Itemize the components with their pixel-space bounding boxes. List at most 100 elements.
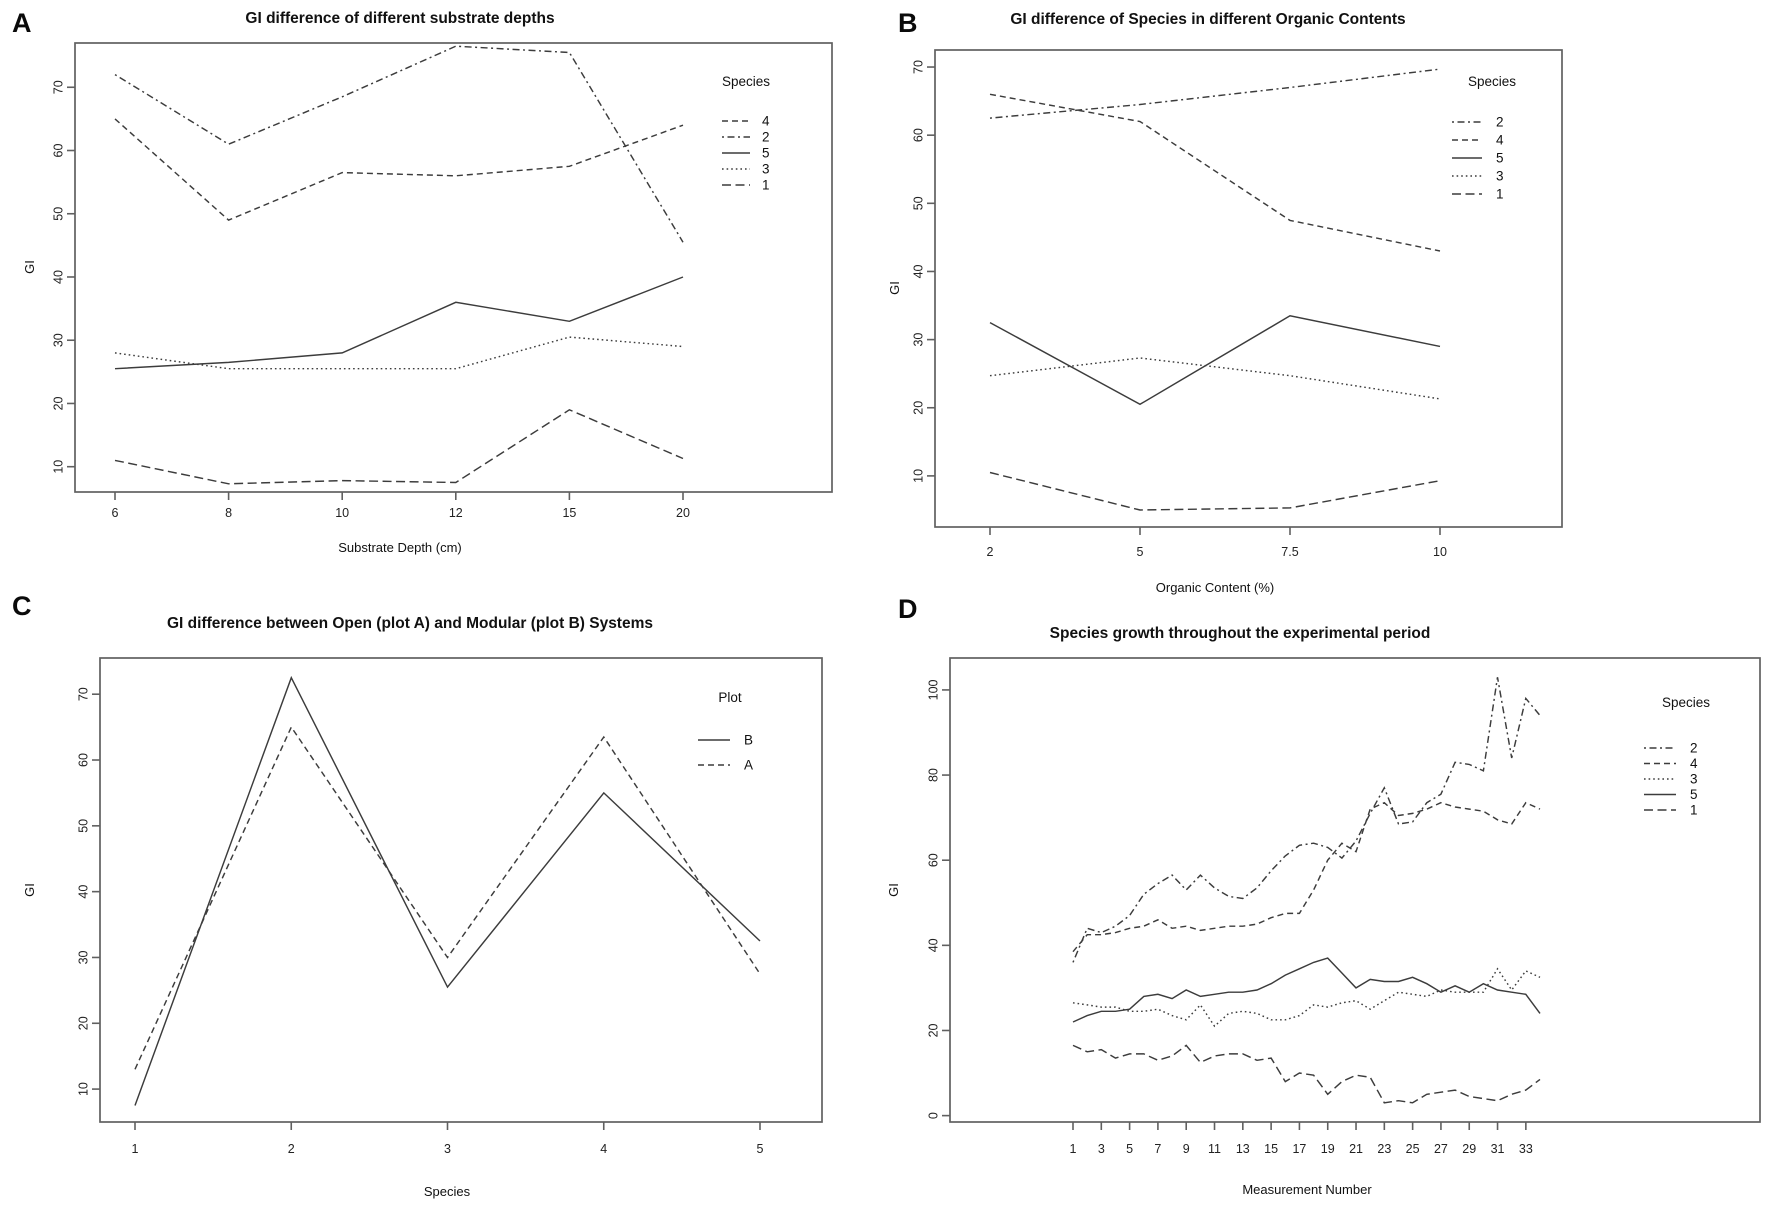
- x-tick-label: 9: [1183, 1142, 1190, 1156]
- series-line-3: [989, 357, 1441, 400]
- x-tick-label: 11: [1208, 1142, 1221, 1156]
- x-tick-label: 4: [600, 1142, 607, 1156]
- plot-box: [949, 657, 1761, 1123]
- y-tick-label: 60: [926, 853, 940, 867]
- y-tick-label: 100: [926, 679, 940, 700]
- panel-label-d: D: [898, 594, 918, 624]
- series-line-B: [134, 675, 761, 1106]
- series-line-5: [989, 315, 1441, 406]
- x-axis-label: Organic Content (%): [1156, 580, 1275, 595]
- legend-label-1: 1: [762, 178, 770, 193]
- series-line-5: [114, 276, 684, 370]
- y-tick-label: 30: [51, 333, 65, 347]
- x-axis: 2 5 7.5 10: [987, 527, 1447, 559]
- x-tick-label: 29: [1462, 1142, 1476, 1156]
- x-tick-label: 33: [1519, 1142, 1533, 1156]
- plot-box: [934, 49, 1563, 528]
- panel-label-b: B: [898, 8, 918, 38]
- y-tick-label: 30: [76, 950, 90, 964]
- x-tick-label: 12: [449, 506, 463, 520]
- x-tick-label: 15: [1264, 1142, 1278, 1156]
- legend-label-1: 1: [1690, 803, 1698, 818]
- legend-title: Plot: [718, 690, 742, 705]
- series-line-A: [134, 725, 761, 1070]
- y-tick-label: 20: [926, 1023, 940, 1037]
- legend-label-4: 4: [762, 114, 770, 129]
- series-line-1: [1072, 1044, 1541, 1104]
- plot-box: [74, 42, 833, 493]
- x-tick-label: 3: [444, 1142, 451, 1156]
- legend-label-5: 5: [1690, 787, 1698, 802]
- chart-title: GI difference of different substrate dep…: [245, 10, 554, 27]
- legend-title: Species: [722, 74, 770, 89]
- x-tick-label: 17: [1292, 1142, 1306, 1156]
- legend-label-A: A: [744, 758, 753, 773]
- legend-label-3: 3: [1690, 772, 1698, 787]
- series-line-3: [1072, 967, 1541, 1028]
- y-tick-label: 60: [911, 128, 925, 142]
- x-tick-label: 5: [757, 1142, 764, 1156]
- y-tick-label: 40: [926, 938, 940, 952]
- panel-a: GI difference of different substrate dep…: [22, 10, 833, 555]
- x-tick-label: 2: [987, 545, 994, 559]
- series-line-2: [1072, 677, 1541, 963]
- legend-label-2: 2: [1690, 741, 1698, 756]
- y-tick-label: 50: [51, 207, 65, 221]
- y-axis: 10 20 30 40 50 60 70: [51, 80, 75, 474]
- legend-label-4: 4: [1690, 756, 1698, 771]
- x-tick-label: 8: [225, 506, 232, 520]
- x-tick-label: 2: [288, 1142, 295, 1156]
- x-axis-label: Substrate Depth (cm): [338, 540, 462, 555]
- x-tick-label: 1: [132, 1142, 139, 1156]
- y-tick-label: 60: [76, 753, 90, 767]
- legend: Plot BA: [698, 690, 753, 773]
- series-line-1: [114, 408, 684, 485]
- x-axis: 1 3 5 7 9 11 13 15 17 19 21 23 25 27 29 31 33: [1070, 1122, 1533, 1156]
- x-tick-label: 6: [112, 506, 119, 520]
- y-axis: 10 20 30 40 50 60 70: [76, 687, 100, 1096]
- series-line-4: [989, 93, 1441, 252]
- legend-title: Species: [1662, 695, 1710, 710]
- legend-label-5: 5: [1496, 151, 1504, 166]
- legend-label-2: 2: [762, 130, 770, 145]
- series-line-5: [1072, 957, 1541, 1023]
- y-axis-label: GI: [22, 260, 37, 274]
- x-tick-label: 3: [1098, 1142, 1105, 1156]
- x-tick-label: 19: [1321, 1142, 1335, 1156]
- y-tick-label: 40: [76, 885, 90, 899]
- legend-label-5: 5: [762, 146, 770, 161]
- x-tick-label: 23: [1377, 1142, 1391, 1156]
- x-tick-label: 25: [1406, 1142, 1420, 1156]
- x-tick-label: 21: [1349, 1142, 1363, 1156]
- y-tick-label: 10: [76, 1082, 90, 1096]
- y-tick-label: 70: [911, 60, 925, 74]
- x-tick-label: 5: [1126, 1142, 1133, 1156]
- y-tick-label: 40: [51, 270, 65, 284]
- legend-label-3: 3: [762, 162, 770, 177]
- legend-label-1: 1: [1496, 187, 1504, 202]
- series-line-4: [114, 118, 684, 221]
- series-line-4: [1072, 801, 1541, 953]
- y-tick-label: 40: [911, 264, 925, 278]
- x-axis-label: Species: [424, 1184, 471, 1199]
- y-tick-label: 70: [51, 80, 65, 94]
- y-tick-label: 30: [911, 333, 925, 347]
- legend-label-B: B: [744, 733, 753, 748]
- y-tick-label: 20: [911, 401, 925, 415]
- y-tick-label: 20: [51, 396, 65, 410]
- series-line-1: [989, 471, 1441, 511]
- x-tick-label: 5: [1137, 545, 1144, 559]
- y-tick-label: 10: [911, 469, 925, 483]
- y-axis: 0 20 40 60 80 100: [926, 679, 950, 1119]
- y-tick-label: 80: [926, 768, 940, 782]
- panel-b: GI difference of Species in different Or…: [887, 11, 1563, 595]
- legend-label-3: 3: [1496, 169, 1504, 184]
- x-tick-label: 7.5: [1281, 545, 1298, 559]
- series-line-2: [989, 68, 1441, 119]
- legend: Species 2 4 5 3 1: [1452, 74, 1516, 202]
- x-axis-label: Measurement Number: [1242, 1182, 1372, 1197]
